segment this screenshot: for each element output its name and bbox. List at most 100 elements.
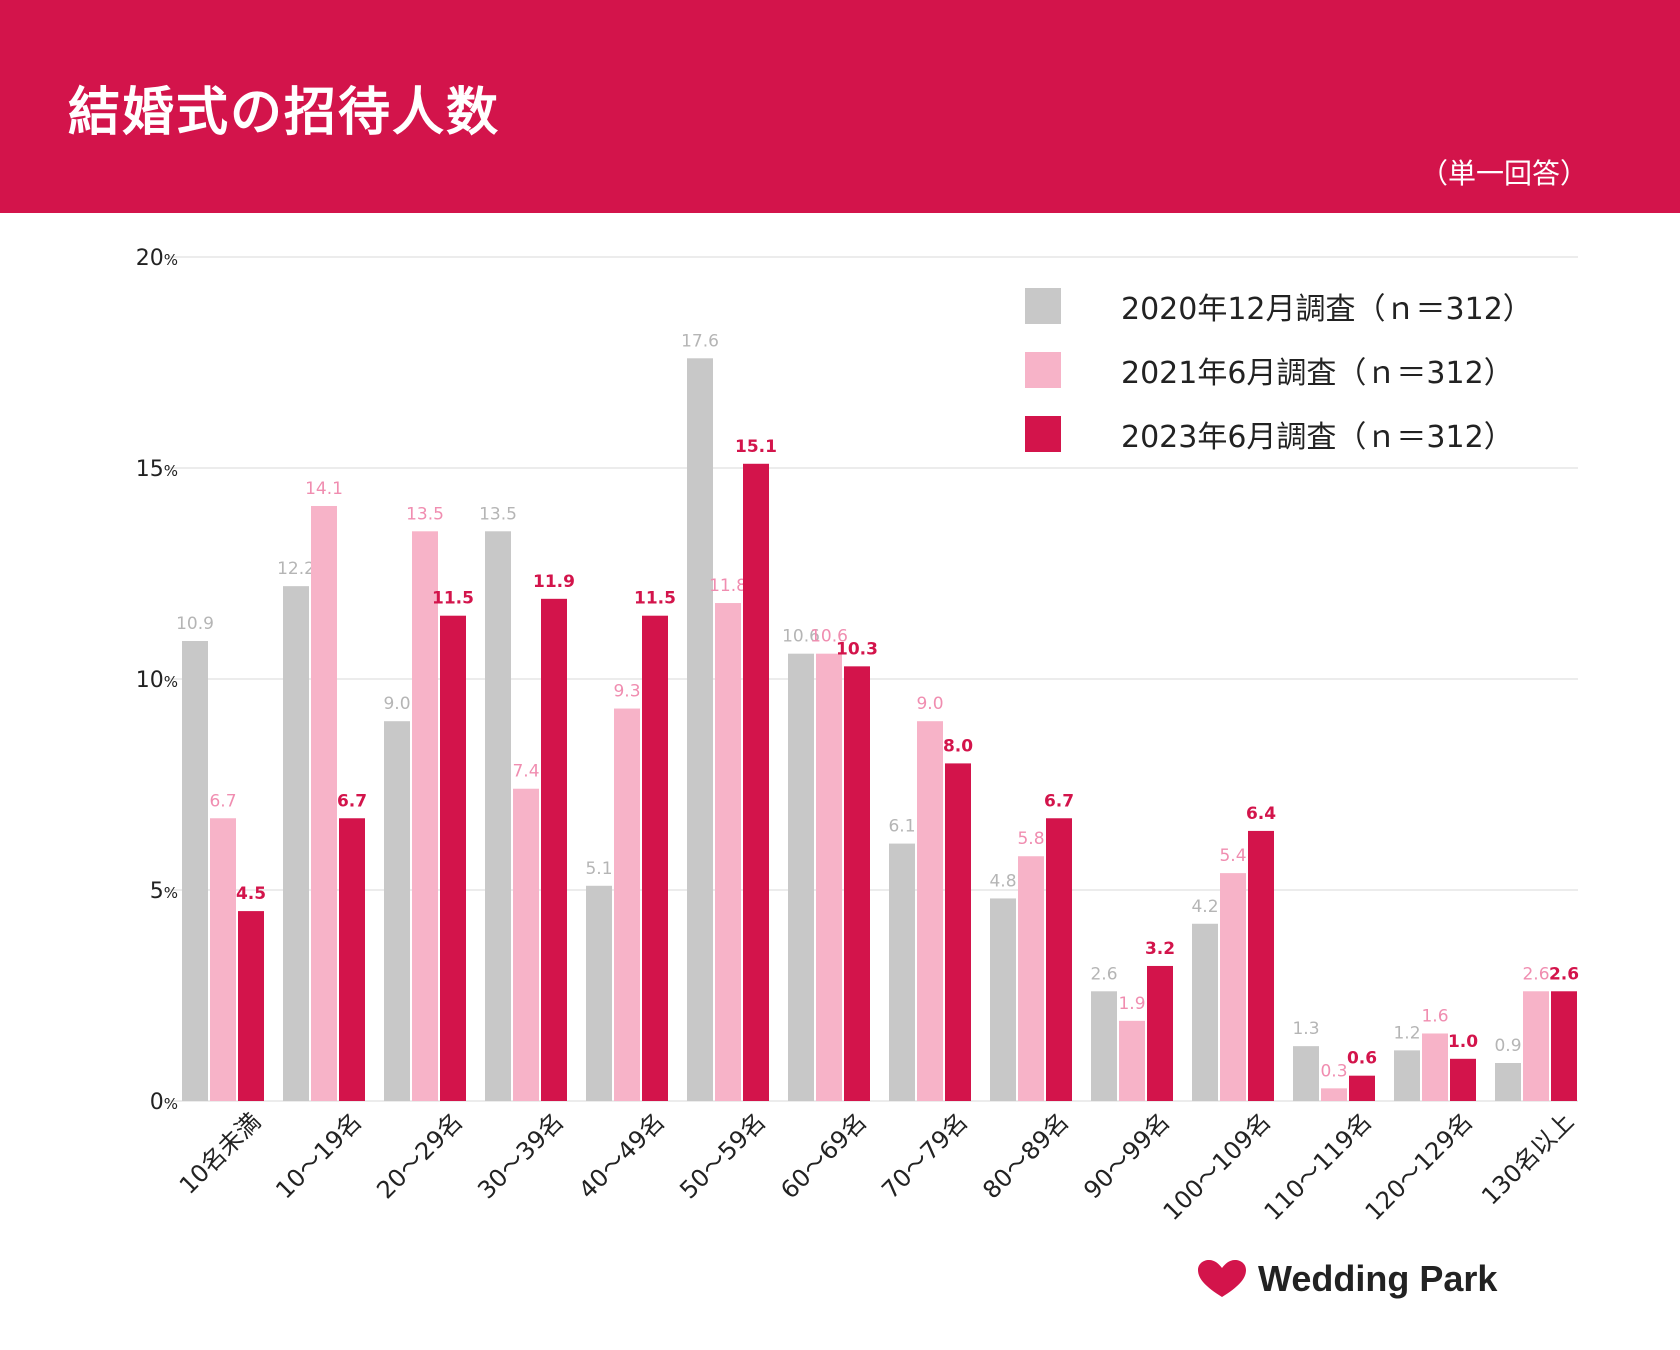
- data-label: 10.3: [836, 639, 878, 659]
- data-label: 4.2: [1191, 897, 1218, 917]
- bar-1: [788, 653, 814, 1101]
- x-tick-label: 100〜109名: [1158, 1107, 1277, 1226]
- bar-2: [311, 505, 337, 1102]
- x-tick-label: 90〜99名: [1078, 1107, 1175, 1204]
- data-label: 11.9: [533, 572, 575, 592]
- bar-1: [283, 586, 309, 1101]
- bar-2: [614, 708, 640, 1101]
- data-label: 1.2: [1393, 1023, 1420, 1043]
- bar-2: [1523, 991, 1549, 1101]
- data-label: 7.4: [512, 762, 539, 782]
- x-tick-label: 120〜129名: [1360, 1107, 1479, 1226]
- data-label: 10.9: [176, 614, 214, 634]
- bar-1: [1091, 991, 1117, 1101]
- header-banner: 結婚式の招待人数 （単一回答）: [0, 0, 1680, 213]
- x-tick-label: 70〜79名: [876, 1107, 973, 1204]
- legend-item-2023-06: 2023年6月調査（ｎ＝312）: [1025, 416, 1533, 455]
- bar-1: [1293, 1046, 1319, 1101]
- data-label: 6.7: [209, 791, 236, 811]
- y-tick-label: 20%: [136, 246, 178, 271]
- data-label: 5.1: [585, 859, 612, 879]
- x-tick-label: 110〜119名: [1259, 1107, 1378, 1226]
- x-tick-label: 10名未満: [174, 1107, 266, 1199]
- bar-1: [182, 641, 208, 1101]
- bar-3: [1349, 1075, 1375, 1101]
- data-label: 9.3: [613, 682, 640, 702]
- bar-3: [1147, 965, 1173, 1101]
- data-label: 15.1: [735, 437, 777, 457]
- x-tick-label: 40〜49名: [573, 1107, 670, 1204]
- data-label: 2.6: [1522, 964, 1549, 984]
- legend-swatch-2020-12: [1025, 288, 1061, 324]
- bar-1: [1495, 1063, 1521, 1101]
- bar-3: [238, 911, 264, 1101]
- legend-item-2021-06: 2021年6月調査（ｎ＝312）: [1025, 352, 1533, 391]
- bar-2: [1018, 856, 1044, 1101]
- bar-2: [1220, 873, 1246, 1101]
- data-label: 0.9: [1494, 1036, 1521, 1056]
- chart-legend: 2020年12月調査（ｎ＝312） 2021年6月調査（ｎ＝312） 2023年…: [1025, 288, 1533, 480]
- bar-2: [513, 788, 539, 1101]
- legend-label-2021-06: 2021年6月調査（ｎ＝312）: [1121, 356, 1514, 391]
- data-label: 5.8: [1017, 829, 1044, 849]
- brand-name: Wedding Park: [1258, 1258, 1498, 1299]
- bar-3: [339, 818, 365, 1101]
- bar-1: [1394, 1050, 1420, 1101]
- data-label: 6.7: [1044, 791, 1074, 811]
- bar-2: [1321, 1088, 1347, 1101]
- data-label: 17.6: [681, 331, 719, 351]
- x-tick-label: 130名以上: [1476, 1107, 1579, 1210]
- data-label: 2.6: [1090, 964, 1117, 984]
- bar-1: [990, 898, 1016, 1101]
- data-label: 1.9: [1118, 994, 1145, 1014]
- data-label: 4.8: [989, 871, 1016, 891]
- bar-2: [715, 603, 741, 1101]
- data-label: 5.4: [1219, 846, 1246, 866]
- bar-1: [889, 843, 915, 1101]
- bar-2: [210, 818, 236, 1101]
- data-label: 1.3: [1292, 1019, 1319, 1039]
- data-label: 1.6: [1421, 1006, 1448, 1026]
- x-tick-label: 80〜89名: [977, 1107, 1074, 1204]
- data-label: 6.4: [1246, 804, 1276, 824]
- data-label: 0.6: [1347, 1049, 1377, 1069]
- data-label: 0.3: [1320, 1061, 1347, 1081]
- data-label: 10.6: [782, 627, 820, 647]
- data-label: 10.6: [810, 627, 848, 647]
- x-tick-label: 60〜69名: [775, 1107, 872, 1204]
- bar-1: [1192, 923, 1218, 1101]
- bar-2: [1422, 1033, 1448, 1101]
- data-label: 3.2: [1145, 939, 1175, 959]
- data-label: 2.6: [1549, 964, 1579, 984]
- bar-3: [743, 463, 769, 1101]
- bar-2: [1119, 1020, 1145, 1101]
- data-label: 8.0: [943, 736, 973, 756]
- data-label: 11.5: [634, 589, 676, 609]
- data-label: 1.0: [1448, 1032, 1478, 1052]
- heart-icon: [1198, 1260, 1246, 1297]
- y-tick-label: 10%: [136, 668, 178, 693]
- bar-2: [412, 531, 438, 1101]
- x-tick-label: 30〜39名: [472, 1107, 569, 1204]
- data-label: 6.7: [337, 791, 367, 811]
- data-label: 4.5: [236, 884, 266, 904]
- bar-3: [945, 763, 971, 1101]
- bar-1: [485, 531, 511, 1101]
- bar-3: [642, 615, 668, 1101]
- bar-chart: 0% 5% 10% 15% 20% 10.9 6.7 4.5 10名未満 12.2 14.1 6.7 1…: [136, 246, 1580, 1226]
- data-label: 11.5: [432, 589, 474, 609]
- y-tick-label: 5%: [150, 879, 178, 904]
- bar-1: [586, 885, 612, 1101]
- data-label: 14.1: [305, 479, 343, 499]
- answer-type-note: （単一回答）: [1419, 157, 1588, 190]
- bar-3: [541, 598, 567, 1101]
- data-label: 6.1: [888, 817, 915, 837]
- brand-logo: Wedding Park: [1196, 1258, 1497, 1300]
- bar-3: [1450, 1058, 1476, 1101]
- legend-item-2020-12: 2020年12月調査（ｎ＝312）: [1025, 288, 1533, 327]
- bar-1: [384, 721, 410, 1101]
- bar-3: [440, 615, 466, 1101]
- x-tick-label: 10〜19名: [270, 1107, 367, 1204]
- data-label: 11.8: [709, 576, 747, 596]
- data-label: 9.0: [383, 694, 410, 714]
